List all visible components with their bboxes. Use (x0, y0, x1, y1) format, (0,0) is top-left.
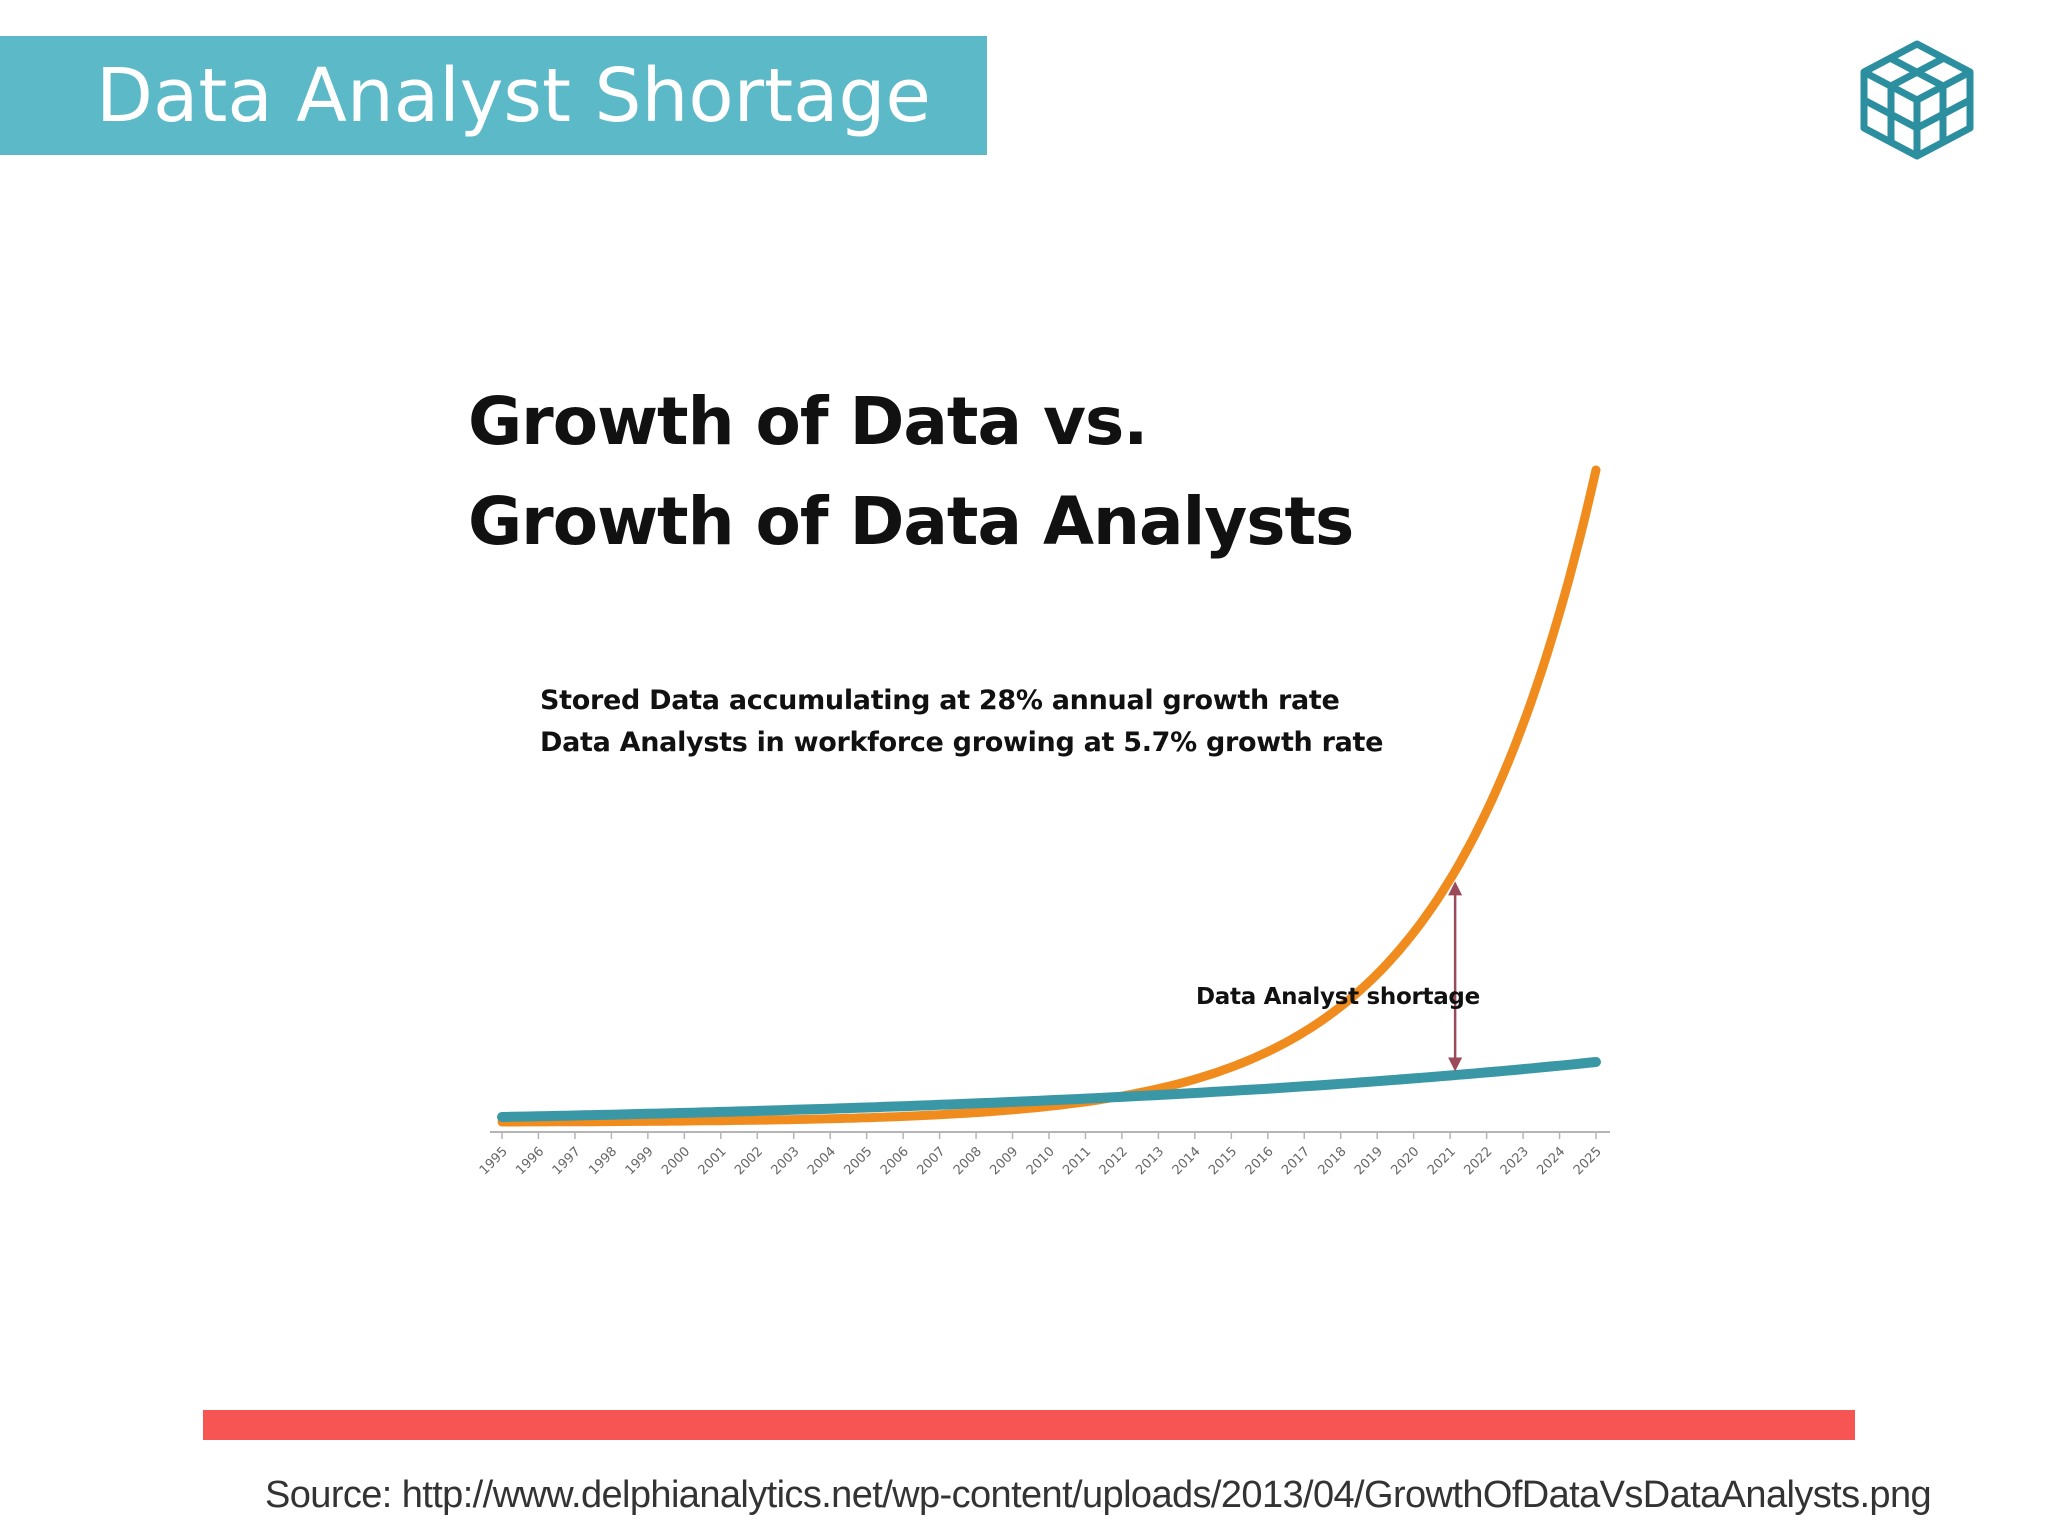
series-line-stored-data (497, 465, 1601, 1127)
shortage-label: Data Analyst shortage (1196, 984, 1480, 1010)
x-tick-label: 2006 (878, 1144, 912, 1178)
x-tick-label: 2012 (1097, 1144, 1131, 1178)
x-tick-label: 2018 (1316, 1144, 1350, 1178)
x-tick-label: 2022 (1461, 1144, 1495, 1178)
x-tick-label: 2013 (1133, 1144, 1167, 1178)
isometric-cube-logo-icon (1860, 40, 1974, 160)
red-divider-bar (203, 1410, 1855, 1440)
x-tick-label: 2025 (1571, 1144, 1605, 1178)
x-tick-label: 2010 (1024, 1144, 1058, 1178)
chart-title-line-2: Growth of Data Analysts (468, 483, 1354, 560)
x-tick-label: 1996 (513, 1144, 547, 1178)
growth-annotation: Stored Data accumulating at 28% annual g… (540, 680, 1383, 764)
shortage-arrow-head-up (1448, 881, 1463, 896)
source-citation: Source: http://www.delphianalytics.net/w… (265, 1474, 1932, 1516)
x-tick-label: 2015 (1206, 1144, 1240, 1178)
chart-title-line-1: Growth of Data vs. (468, 383, 1148, 460)
x-tick-label: 2014 (1170, 1144, 1204, 1178)
x-tick-label: 2008 (951, 1144, 985, 1178)
x-tick-label: 2020 (1388, 1144, 1422, 1178)
x-tick-label: 2007 (914, 1144, 948, 1178)
x-tick-label: 2011 (1060, 1144, 1094, 1178)
x-tick-label: 2003 (769, 1144, 803, 1178)
x-tick-label: 1997 (550, 1144, 584, 1178)
slide-title: Data Analyst Shortage (96, 52, 931, 139)
series-line-data-analysts (497, 1057, 1601, 1122)
shortage-arrow-head-down (1448, 1057, 1463, 1072)
x-tick-label: 2000 (659, 1144, 693, 1178)
growth-chart: 1995 1996 1997 1998 1999 2000 2001 2002 2003 2004… (477, 465, 1610, 1178)
chart-title: Growth of Data vs. Growth of Data Analys… (468, 372, 1354, 572)
annotation-line-data: Stored Data accumulating at 28% annual g… (540, 685, 1340, 716)
x-tick-label: 2009 (987, 1144, 1021, 1178)
x-tick-label: 2024 (1534, 1144, 1568, 1178)
x-tick-label: 2001 (696, 1144, 730, 1178)
x-tick-label: 1998 (586, 1144, 620, 1178)
title-banner: Data Analyst Shortage (0, 36, 987, 155)
x-tick-label: 2023 (1498, 1144, 1532, 1178)
x-tick-label: 2002 (732, 1144, 766, 1178)
x-tick-label: 2016 (1243, 1144, 1277, 1178)
x-tick-label: 2017 (1279, 1144, 1313, 1178)
x-tick-label: 1999 (623, 1144, 657, 1178)
x-tick-label: 2004 (805, 1144, 839, 1178)
x-tick-label: 1995 (477, 1144, 511, 1178)
annotation-line-analysts: Data Analysts in workforce growing at 5.… (540, 727, 1384, 758)
x-tick-label: 2021 (1425, 1144, 1459, 1178)
x-tick-label: 2019 (1352, 1144, 1386, 1178)
x-tick-label: 2005 (841, 1144, 875, 1178)
